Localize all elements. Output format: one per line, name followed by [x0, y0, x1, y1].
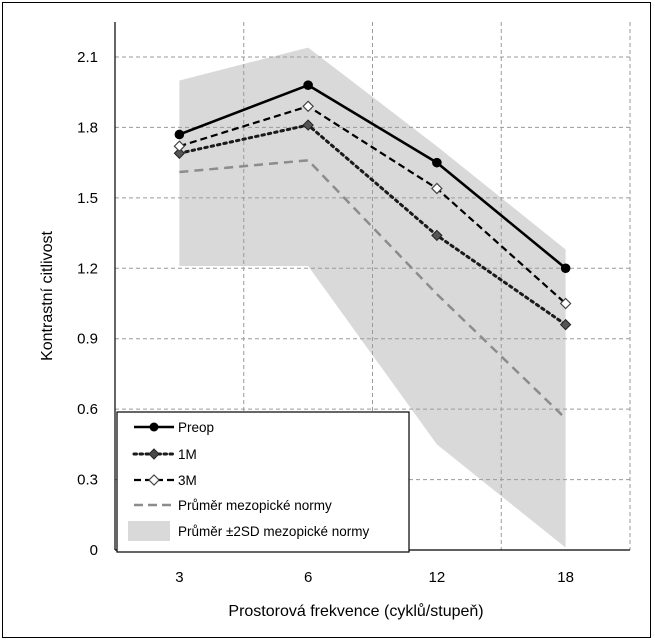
y-tick-label: 1.2 — [77, 260, 98, 277]
x-tick-label: 3 — [175, 569, 183, 586]
point-marker — [432, 158, 442, 168]
y-tick-label: 0.9 — [77, 331, 98, 348]
y-tick-label: 1.8 — [77, 119, 98, 136]
y-tick-label: 2.1 — [77, 49, 98, 66]
x-tick-label: 18 — [557, 569, 574, 586]
legend-marker-preop — [150, 423, 159, 432]
y-tick-label: 0.3 — [77, 472, 98, 489]
legend: Preop 1M 3M Průměr mezopické normy Průmě… — [117, 412, 409, 552]
y-axis-title: Kontrastní citlivost — [39, 231, 56, 361]
y-tick-label: 0.6 — [77, 401, 98, 418]
y-tick-label: 1.5 — [77, 190, 98, 207]
point-marker — [175, 130, 185, 140]
legend-label-1m: 1M — [178, 447, 197, 462]
x-axis-title: Prostorová frekvence (cyklů/stupeň) — [228, 602, 483, 620]
legend-item-norm-band: Průměr ±2SD mezopické normy — [128, 521, 369, 541]
legend-label-preop: Preop — [178, 420, 214, 435]
legend-label-3m: 3M — [178, 473, 197, 488]
x-tick-label: 6 — [304, 569, 312, 586]
legend-label-norm-band: Průměr ±2SD mezopické normy — [178, 524, 369, 539]
legend-label-norm-mean: Průměr mezopické normy — [178, 498, 332, 513]
legend-swatch-norm-band — [128, 521, 170, 541]
y-tick-label: 0 — [90, 542, 98, 559]
point-marker — [561, 263, 571, 273]
x-tick-label: 12 — [429, 569, 446, 586]
point-marker — [303, 80, 313, 90]
